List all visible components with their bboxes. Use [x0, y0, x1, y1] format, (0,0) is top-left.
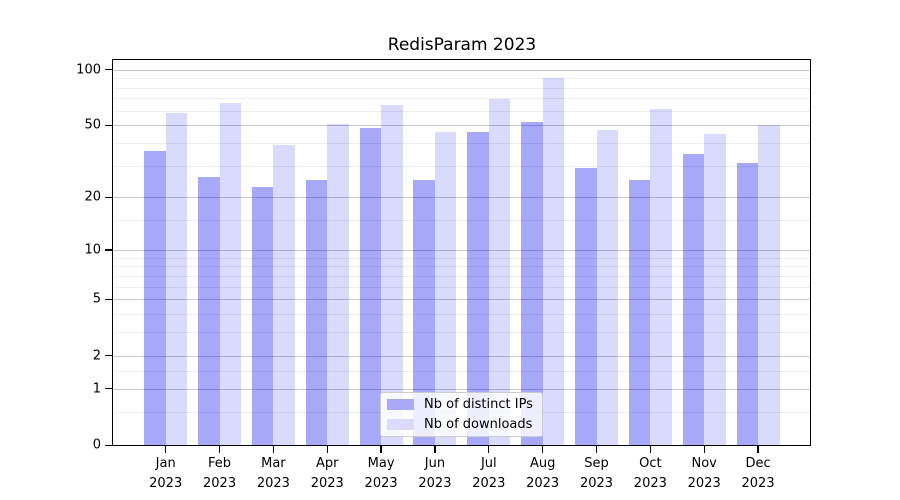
bar-distinct-ips-sep [575, 168, 597, 446]
x-tick-label-sep: Sep 2023 [579, 455, 614, 491]
gridline-minor-15 [113, 219, 811, 221]
bar-downloads-jan [165, 113, 188, 446]
gridline-minor-3 [113, 332, 811, 334]
gridline-major-20 [113, 197, 811, 199]
x-tick-label-jun: Jun 2023 [418, 455, 452, 491]
gridline-minor-8 [113, 266, 811, 268]
legend: Nb of distinct IPs Nb of downloads [380, 392, 543, 437]
x-tick-label-feb: Feb 2023 [203, 455, 237, 491]
bar-downloads-aug [542, 78, 565, 446]
gridline-major-100 [113, 69, 811, 71]
gridline-major-1 [113, 388, 811, 390]
x-tick-feb [218, 445, 221, 453]
legend-label-downloads: Nb of downloads [424, 417, 533, 432]
gridline-minor-70 [113, 98, 811, 100]
bar-downloads-sep [596, 130, 618, 446]
y-tick-label-50: 50 [84, 117, 101, 133]
bar-downloads-nov [704, 133, 726, 446]
legend-swatch-downloads [387, 419, 414, 430]
x-tick-jan [165, 445, 167, 453]
x-tick-jul [488, 445, 490, 453]
bar-distinct-ips-dec [736, 163, 759, 446]
x-tick-label-mar: Mar 2023 [256, 455, 290, 491]
bar-distinct-ips-mar [251, 186, 274, 446]
y-tick-label-5: 5 [92, 291, 101, 307]
legend-label-distinct-ips: Nb of distinct IPs [424, 397, 533, 412]
gridline-minor-1.5 [113, 370, 811, 372]
bar-downloads-may [381, 105, 403, 446]
gridline-major-5 [113, 299, 811, 301]
bar-distinct-ips-oct [628, 180, 651, 446]
bar-downloads-jun [434, 131, 457, 446]
x-tick-label-apr: Apr 2023 [310, 455, 344, 491]
bar-downloads-dec [758, 125, 780, 446]
gridline-minor-9 [113, 257, 811, 259]
bar-downloads-oct [650, 109, 672, 446]
bar-distinct-ips-aug [521, 122, 543, 446]
bar-distinct-ips-jul [467, 131, 489, 446]
y-tick-label-1: 1 [92, 381, 101, 397]
legend-item-downloads: Nb of downloads [387, 416, 542, 433]
x-tick-label-dec: Dec 2023 [741, 455, 775, 491]
gridline-minor-60 [113, 110, 811, 112]
x-tick-oct [649, 445, 651, 453]
x-tick-label-aug: Aug 2023 [526, 455, 560, 491]
gridline-minor-90 [113, 78, 811, 80]
gridline-minor-7 [113, 275, 811, 277]
x-tick-dec [757, 445, 759, 453]
gridline-minor-6 [113, 286, 811, 288]
legend-item-distinct-ips: Nb of distinct IPs [387, 396, 542, 413]
bar-distinct-ips-feb [198, 176, 220, 446]
x-tick-apr [326, 445, 328, 453]
x-tick-jun [434, 445, 436, 453]
gridline-minor-40 [113, 142, 811, 144]
plot-area [113, 60, 811, 446]
x-tick-label-oct: Oct 2023 [633, 455, 667, 491]
bar-distinct-ips-nov [682, 153, 705, 446]
x-tick-label-jul: Jul 2023 [472, 455, 506, 491]
x-tick-label-jan: Jan 2023 [149, 455, 183, 491]
x-tick-label-may: May 2023 [364, 455, 398, 491]
bar-downloads-apr [327, 123, 349, 446]
bar-distinct-ips-jan [144, 151, 166, 446]
bar-downloads-mar [273, 144, 295, 446]
legend-swatch-distinct-ips [387, 399, 414, 410]
y-tick-label-20: 20 [84, 189, 101, 205]
gridline-minor-4 [113, 314, 811, 316]
chart-title: RedisParam 2023 [387, 35, 537, 55]
y-tick-50 [105, 124, 113, 126]
gridline-major-2 [113, 355, 811, 357]
x-tick-mar [272, 445, 275, 453]
x-tick-sep [595, 445, 598, 453]
gridline-minor-30 [113, 165, 811, 167]
y-tick-2 [105, 355, 113, 357]
y-tick-10 [105, 249, 113, 251]
y-tick-label-0: 0 [92, 437, 101, 453]
y-tick-20 [105, 196, 113, 199]
y-tick-label-100: 100 [76, 62, 101, 78]
gridline-minor-80 [113, 87, 811, 89]
gridline-major-50 [113, 125, 811, 127]
bar-distinct-ips-may [359, 128, 382, 446]
y-tick-0 [105, 444, 113, 446]
bar-downloads-jul [488, 99, 511, 446]
x-tick-label-nov: Nov 2023 [687, 455, 721, 491]
x-tick-nov [703, 445, 705, 453]
x-tick-may [380, 445, 382, 453]
y-tick-100 [105, 68, 113, 71]
y-tick-label-2: 2 [92, 348, 101, 364]
bar-distinct-ips-jun [413, 180, 435, 446]
bar-distinct-ips-apr [305, 180, 328, 446]
bar-downloads-feb [219, 102, 242, 446]
y-tick-label-10: 10 [84, 242, 101, 258]
y-tick-1 [105, 388, 113, 390]
y-tick-5 [105, 298, 113, 301]
gridline-major-10 [113, 250, 811, 252]
x-tick-aug [542, 445, 544, 453]
